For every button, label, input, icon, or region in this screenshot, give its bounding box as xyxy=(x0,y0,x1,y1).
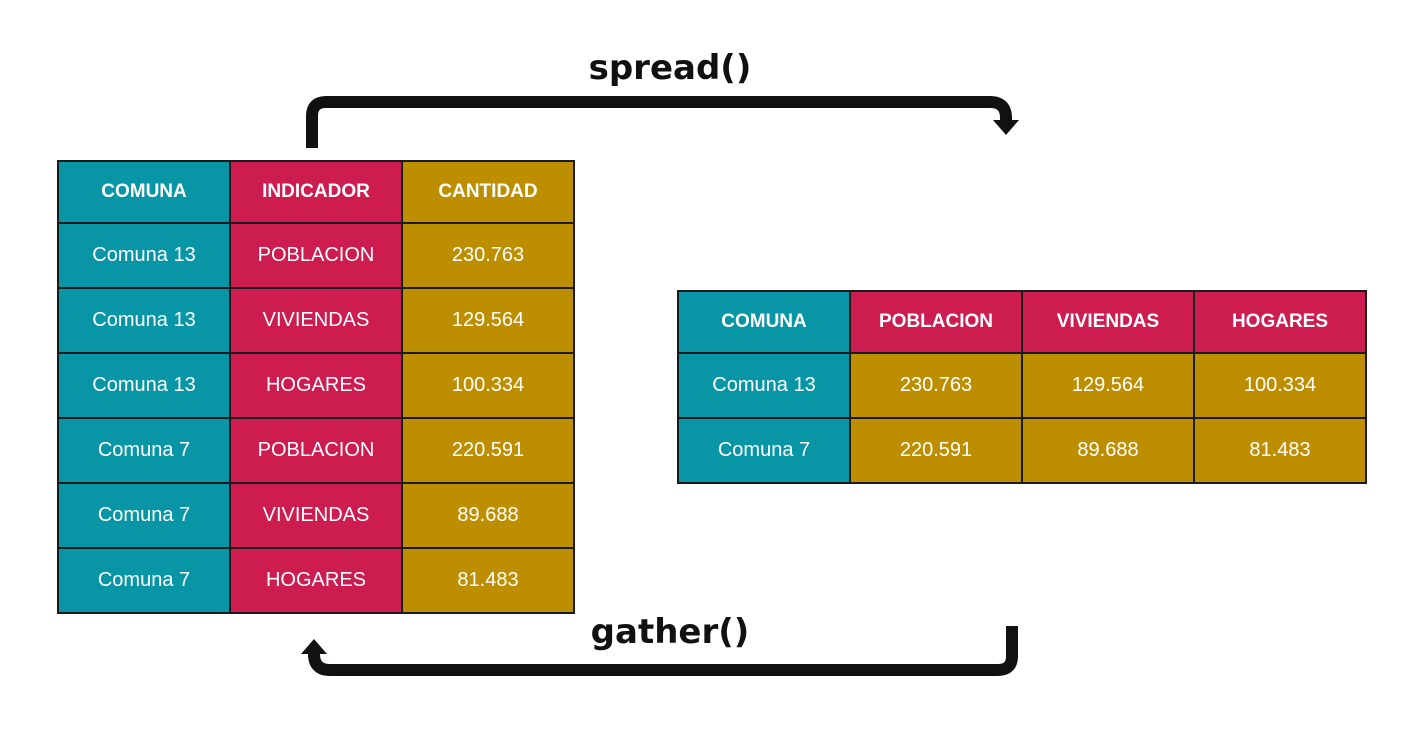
gather-label: gather() xyxy=(590,612,750,652)
indicador-cell: POBLACION xyxy=(229,417,403,484)
viviendas-cell: 89.688 xyxy=(1021,417,1195,484)
spread-arrow-line xyxy=(306,96,1012,148)
wide-header-poblacion: POBLACION xyxy=(849,290,1023,354)
comuna-cell: Comuna 13 xyxy=(57,222,231,289)
table-row: Comuna 13 POBLACION 230.763 xyxy=(57,222,575,289)
wide-header-viviendas: VIVIENDAS xyxy=(1021,290,1195,354)
comuna-cell: Comuna 7 xyxy=(57,482,231,549)
cantidad-cell: 81.483 xyxy=(401,547,575,614)
table-row: Comuna 13 VIVIENDAS 129.564 xyxy=(57,287,575,354)
comuna-cell: Comuna 13 xyxy=(677,352,851,419)
indicador-cell: VIVIENDAS xyxy=(229,482,403,549)
cantidad-cell: 220.591 xyxy=(401,417,575,484)
cantidad-cell: 129.564 xyxy=(401,287,575,354)
viviendas-cell: 129.564 xyxy=(1021,352,1195,419)
comuna-cell: Comuna 13 xyxy=(57,352,231,419)
long-header-comuna: COMUNA xyxy=(57,160,231,224)
spread-label: spread() xyxy=(588,48,752,88)
hogares-cell: 100.334 xyxy=(1193,352,1367,419)
table-row: Comuna 13 HOGARES 100.334 xyxy=(57,352,575,419)
indicador-cell: HOGARES xyxy=(229,547,403,614)
comuna-cell: Comuna 7 xyxy=(677,417,851,484)
indicador-cell: POBLACION xyxy=(229,222,403,289)
table-row: Comuna 7 POBLACION 220.591 xyxy=(57,417,575,484)
spread-arrowhead-icon xyxy=(993,120,1019,135)
gather-arrowhead-icon xyxy=(301,639,327,654)
long-header-cantidad: CANTIDAD xyxy=(401,160,575,224)
cantidad-cell: 100.334 xyxy=(401,352,575,419)
poblacion-cell: 230.763 xyxy=(849,352,1023,419)
wide-table: COMUNA POBLACION VIVIENDAS HOGARES Comun… xyxy=(677,290,1367,484)
wide-header-comuna: COMUNA xyxy=(677,290,851,354)
hogares-cell: 81.483 xyxy=(1193,417,1367,484)
table-row: Comuna 13 230.763 129.564 100.334 xyxy=(677,352,1367,419)
indicador-cell: VIVIENDAS xyxy=(229,287,403,354)
long-table-header-row: COMUNA INDICADOR CANTIDAD xyxy=(57,160,575,224)
wide-table-header-row: COMUNA POBLACION VIVIENDAS HOGARES xyxy=(677,290,1367,354)
long-header-indicador: INDICADOR xyxy=(229,160,403,224)
comuna-cell: Comuna 13 xyxy=(57,287,231,354)
comuna-cell: Comuna 7 xyxy=(57,547,231,614)
indicador-cell: HOGARES xyxy=(229,352,403,419)
cantidad-cell: 89.688 xyxy=(401,482,575,549)
table-row: Comuna 7 220.591 89.688 81.483 xyxy=(677,417,1367,484)
comuna-cell: Comuna 7 xyxy=(57,417,231,484)
cantidad-cell: 230.763 xyxy=(401,222,575,289)
long-table: COMUNA INDICADOR CANTIDAD Comuna 13 POBL… xyxy=(57,160,575,614)
poblacion-cell: 220.591 xyxy=(849,417,1023,484)
wide-header-hogares: HOGARES xyxy=(1193,290,1367,354)
gather-arrow-line xyxy=(308,626,1018,676)
table-row: Comuna 7 VIVIENDAS 89.688 xyxy=(57,482,575,549)
table-row: Comuna 7 HOGARES 81.483 xyxy=(57,547,575,614)
